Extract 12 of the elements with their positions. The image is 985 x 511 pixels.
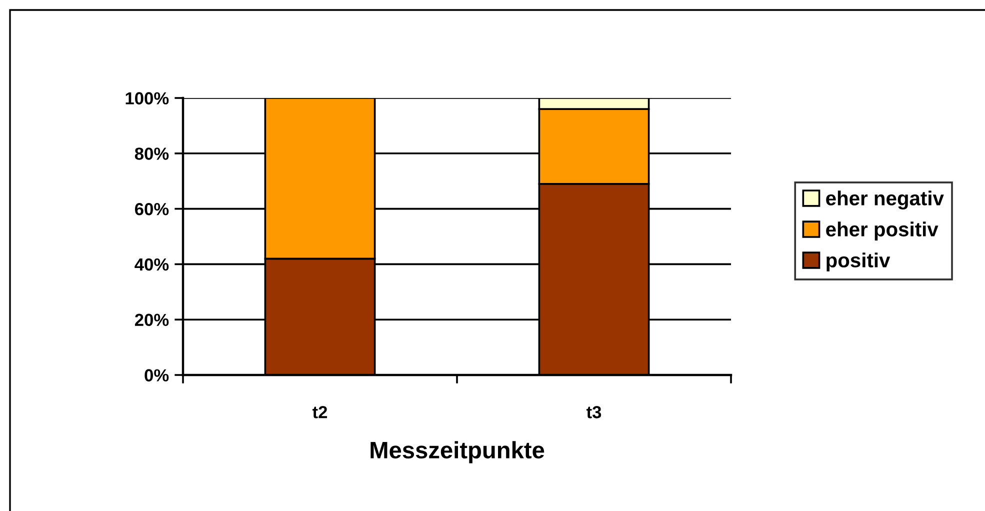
y-tick-label: 40% xyxy=(134,258,169,271)
legend-label: eher negativ xyxy=(826,190,944,210)
y-tick-label: 0% xyxy=(144,369,169,382)
x-axis-title: Messzeitpunkte xyxy=(370,441,544,464)
x-tick-label: t2 xyxy=(312,406,328,418)
y-tick-label: 80% xyxy=(134,148,169,160)
legend-label: eher positiv xyxy=(826,222,938,240)
x-tick-label: t3 xyxy=(586,406,602,418)
y-tick-label: 60% xyxy=(135,202,169,216)
y-tick-label: 20% xyxy=(134,314,169,326)
y-tick-label: 100% xyxy=(126,92,169,104)
legend-label: positiv xyxy=(826,252,890,272)
